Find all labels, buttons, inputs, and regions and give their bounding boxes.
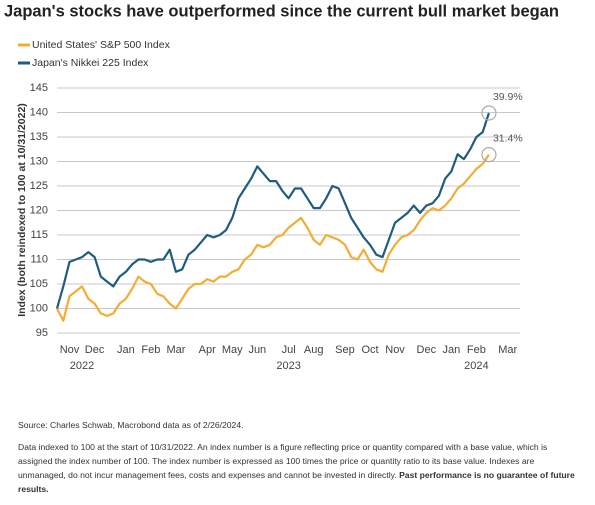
x-tick-label: Jan [443,344,461,356]
x-tick-label: Apr [199,344,216,356]
x-tick-label: Mar [498,344,517,356]
y-tick-label: 145 [30,82,48,94]
x-tick-label: Nov [385,344,405,356]
x-tick-label: Jul [282,344,296,356]
note-emphasis: Past performance is no guarantee of futu… [18,470,575,494]
y-tick-label: 110 [30,253,48,265]
x-tick-label: Oct [361,344,378,356]
y-tick-label: 115 [30,229,48,241]
x-tick-label: Jun [248,344,266,356]
x-tick-label: May [222,344,243,356]
year-label: 2022 [70,360,94,372]
y-tick-label: 135 [30,131,48,143]
end-marker [481,105,497,121]
series-line [55,112,490,309]
x-tick-label: Feb [141,344,160,356]
x-tick-label: Feb [467,344,486,356]
x-tick-label: Mar [166,344,185,356]
series-line [56,153,490,322]
x-tick-label: Sep [335,344,355,356]
y-tick-label: 100 [30,302,48,314]
chart-title: Japan's stocks have outperformed since t… [4,2,559,20]
x-tick-label: Nov [60,344,80,356]
legend-label: Japan's Nikkei 225 Index [32,57,149,69]
y-tick-label: 105 [30,278,48,290]
y-axis-label: Index (both reindexed to 100 at 10/31/20… [16,103,28,317]
year-label: 2024 [464,360,488,372]
end-marker [481,147,497,163]
y-tick-label: 95 [36,327,48,339]
x-tick-label: Aug [304,344,324,356]
y-tick-label: 125 [30,180,48,192]
year-label: 2023 [276,360,300,372]
x-tick-label: Dec [417,344,437,356]
y-tick-label: 120 [30,204,48,216]
source: Source: Charles Schwab, Macrobond data a… [18,420,244,430]
chart: Japan's stocks have outperformed since t… [4,2,559,372]
y-tick-label: 130 [30,155,48,167]
annotation: 39.9% [493,91,523,103]
x-tick-label: Jan [117,344,135,356]
note-text: Data indexed to 100 at the start of 10/3… [18,442,548,480]
x-tick-label: Dec [85,344,105,356]
legend-label: United States' S&P 500 Index [32,39,171,51]
y-tick-label: 140 [30,106,48,118]
note: Data indexed to 100 at the start of 10/3… [18,440,578,496]
annotation: 31.4% [493,132,523,144]
